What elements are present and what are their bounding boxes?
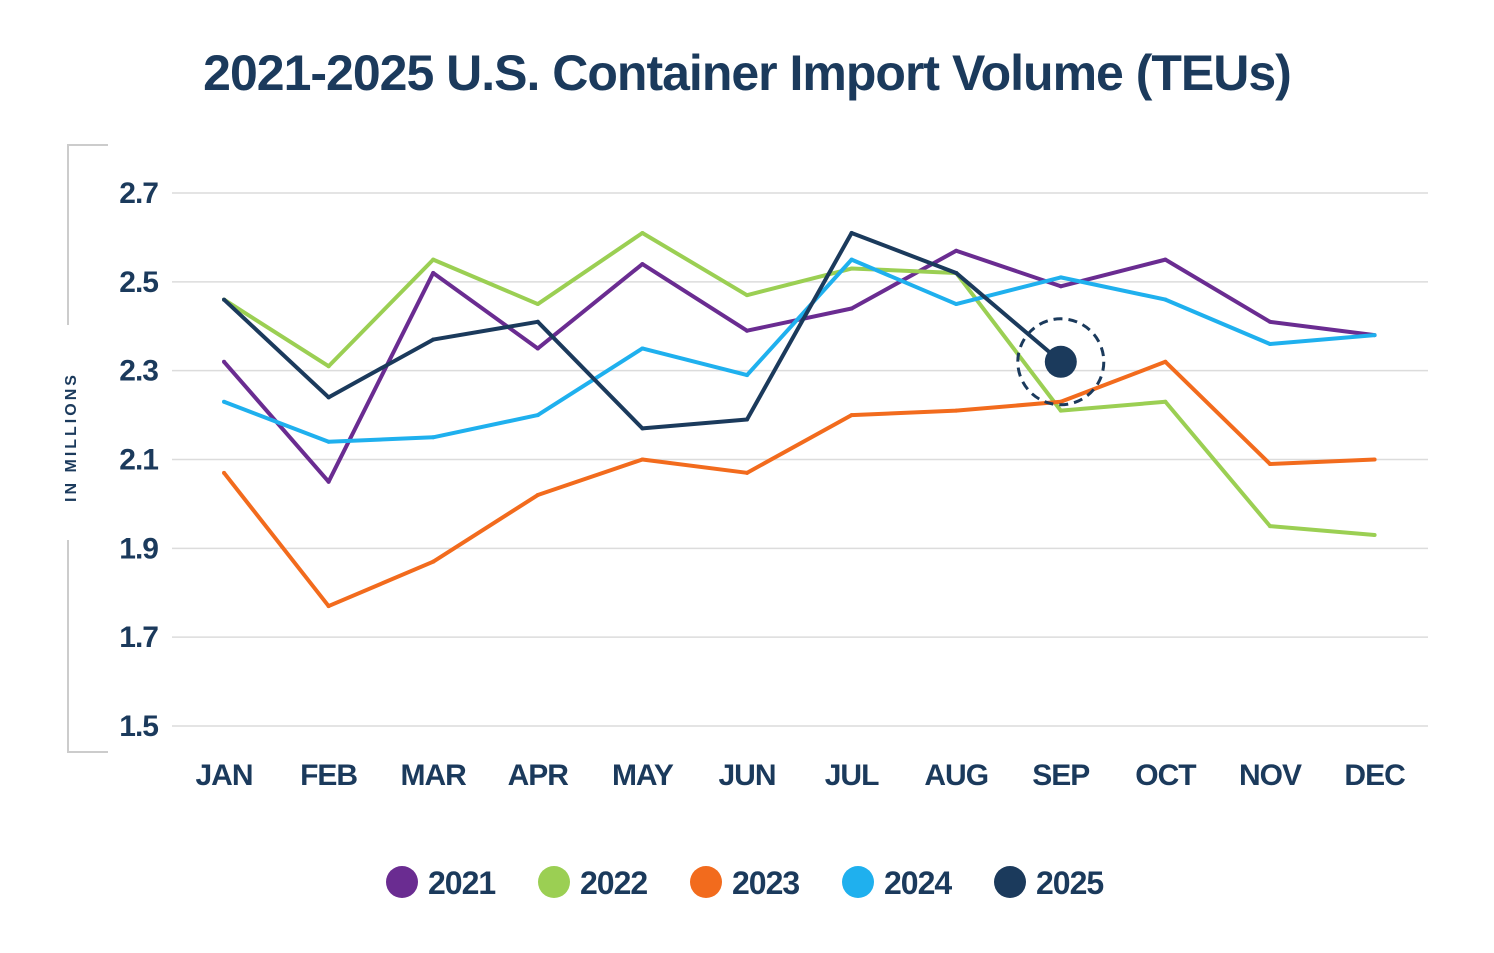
data-point-2024 [1372, 333, 1377, 338]
data-point-2024 [954, 302, 959, 307]
series-line-2022 [222, 230, 1375, 538]
data-point-2024 [1268, 342, 1272, 347]
x-tick-label: OCT [1135, 759, 1196, 792]
x-tick-label: MAR [401, 759, 468, 792]
data-point-2025 [431, 337, 436, 342]
data-point-2024 [849, 257, 854, 262]
data-point-2022 [1372, 533, 1377, 538]
data-point-2025 [535, 319, 540, 324]
data-point-2022 [640, 230, 645, 235]
data-point-2022 [535, 302, 540, 307]
data-point-2023 [954, 408, 959, 413]
y-tick-label: 2.3 [119, 355, 158, 388]
data-point-2022 [431, 257, 436, 262]
data-point-2025 [222, 297, 226, 302]
legend-marker-2022 [538, 866, 570, 898]
data-point-2024 [745, 373, 749, 378]
x-tick-label: APR [508, 759, 570, 792]
legend-marker-2025 [994, 866, 1026, 898]
x-tick-label: NOV [1239, 759, 1302, 792]
data-point-2023 [640, 457, 645, 462]
y-tick-label: 1.5 [119, 710, 158, 743]
data-point-2023 [1163, 359, 1168, 364]
highlight-point [1044, 345, 1077, 378]
y-tick-label: 2.5 [119, 266, 158, 299]
data-point-2023 [222, 470, 226, 475]
legend-label-2025: 2025 [1036, 865, 1103, 901]
data-point-2021 [222, 359, 226, 364]
data-point-2025 [849, 230, 854, 235]
data-point-2023 [431, 559, 436, 564]
highlight-ring [1016, 317, 1106, 407]
legend-label-2023: 2023 [732, 865, 799, 901]
x-tick-label: JAN [195, 759, 252, 792]
data-point-2023 [745, 470, 749, 475]
x-tick-label: FEB [300, 759, 357, 792]
data-point-2021 [431, 270, 436, 275]
data-point-2021 [1268, 319, 1272, 324]
data-point-2022 [745, 293, 749, 298]
ylabel-background [58, 325, 80, 540]
data-point-2022 [849, 266, 854, 271]
data-point-2024 [535, 413, 540, 418]
data-point-2023 [1058, 399, 1063, 404]
data-point-2024 [431, 435, 436, 440]
y-tick-label: 2.7 [119, 177, 158, 210]
data-point-2021 [745, 328, 749, 333]
data-point-2025 [326, 395, 331, 400]
legend-label-2021: 2021 [428, 865, 495, 901]
y-axis-label: IN MILLIONS [63, 372, 80, 502]
data-point-2021 [849, 306, 854, 311]
data-point-2024 [640, 346, 645, 351]
data-point-2021 [535, 346, 540, 351]
y-tick-label: 1.9 [119, 532, 158, 565]
data-point-2021 [326, 479, 331, 484]
y-tick-label: 1.7 [119, 621, 158, 654]
legend-marker-2024 [842, 866, 874, 898]
data-point-2021 [954, 248, 959, 253]
data-point-2023 [326, 604, 331, 609]
legend-label-2022: 2022 [580, 865, 647, 901]
series-line-2024 [223, 257, 1375, 444]
data-point-2022 [326, 364, 331, 369]
data-point-2025 [745, 417, 749, 422]
data-point-2024 [222, 399, 226, 404]
data-point-2023 [849, 413, 854, 418]
data-point-2025 [954, 270, 959, 275]
data-point-2023 [1268, 461, 1272, 466]
data-point-2021 [1058, 284, 1063, 289]
series-line-2023 [222, 359, 1375, 609]
x-tick-label: JUN [718, 759, 775, 792]
data-point-2021 [640, 262, 645, 267]
data-point-2021 [1163, 257, 1168, 262]
x-tick-label: SEP [1032, 759, 1089, 792]
data-point-2022 [1163, 399, 1168, 404]
data-point-2024 [326, 439, 331, 444]
data-point-2022 [1268, 524, 1272, 529]
data-point-2025 [640, 426, 645, 431]
data-point-2024 [1163, 297, 1168, 302]
x-tick-label: DEC [1344, 759, 1405, 792]
data-point-2023 [1372, 457, 1377, 462]
legend-marker-2023 [690, 866, 722, 898]
data-point-2022 [1058, 408, 1063, 413]
data-point-2023 [535, 493, 540, 498]
x-tick-label: JUL [825, 759, 879, 792]
x-tick-label: MAY [612, 759, 674, 792]
legend-marker-2021 [386, 866, 418, 898]
chart-title: 2021-2025 U.S. Container Import Volume (… [203, 45, 1292, 101]
legend-label-2024: 2024 [884, 865, 952, 901]
x-tick-label: AUG [924, 759, 988, 792]
data-point-2024 [1058, 275, 1063, 280]
y-tick-label: 2.1 [119, 444, 158, 477]
